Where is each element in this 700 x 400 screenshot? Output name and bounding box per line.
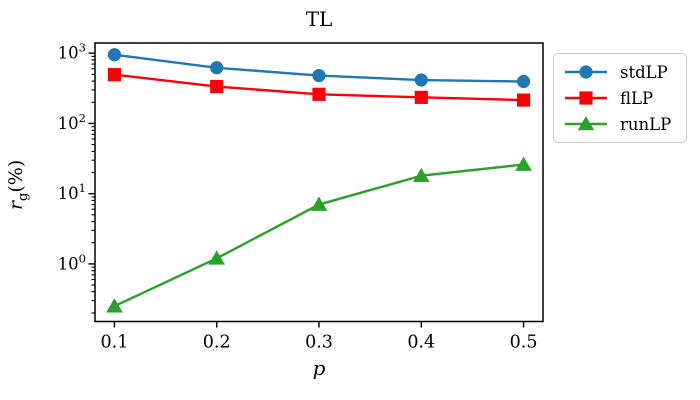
data-point-flLP xyxy=(414,90,428,104)
x-tick-label: 0.1 xyxy=(101,333,129,353)
y-axis-label: rg(%) xyxy=(5,105,31,265)
legend-item-flLP: flLP xyxy=(564,88,676,108)
data-point-stdLP xyxy=(210,61,224,75)
legend-marker-circle-icon xyxy=(565,65,607,79)
x-tick-label: 0.4 xyxy=(407,333,435,353)
data-point-runLP xyxy=(412,167,430,183)
data-point-flLP xyxy=(210,79,224,94)
legend-marker-triangle-icon xyxy=(565,116,607,131)
data-point-runLP xyxy=(515,156,532,171)
legend-label: stdLP xyxy=(620,62,668,82)
data-point-flLP xyxy=(312,87,326,101)
legend-marker-shape xyxy=(579,65,593,79)
x-axis-label: p xyxy=(312,356,326,380)
legend-item-runLP: runLP xyxy=(564,114,676,134)
series-line-runLP xyxy=(113,163,525,308)
legend-item-stdLP: stdLP xyxy=(564,62,676,82)
y-axis-label-var: r xyxy=(5,200,28,211)
x-tick-label: 0.5 xyxy=(510,333,538,353)
y-tick-label: 102 xyxy=(58,111,86,133)
x-tick-label: 0.3 xyxy=(305,333,333,353)
y-axis-label-sub: g xyxy=(15,192,31,201)
data-point-flLP xyxy=(107,68,122,82)
data-point-stdLP xyxy=(414,73,428,87)
legend-label: runLP xyxy=(620,114,672,134)
y-tick-label: 103 xyxy=(58,41,86,63)
data-point-stdLP xyxy=(107,48,122,62)
x-tick-label: 0.2 xyxy=(203,333,231,353)
legend-label: flLP xyxy=(620,88,654,108)
data-point-runLP xyxy=(106,298,123,313)
y-tick-label: 101 xyxy=(58,181,86,203)
chart-title: TL xyxy=(305,7,333,31)
legend-marker-shape xyxy=(577,116,595,131)
legend-marker-shape xyxy=(579,91,593,105)
y-tick-label: 100 xyxy=(58,251,86,273)
legend-marker-square-icon xyxy=(565,91,607,105)
data-point-stdLP xyxy=(312,68,326,83)
legend: stdLP flLP runLP xyxy=(553,53,687,143)
data-point-stdLP xyxy=(516,74,531,89)
plot-border xyxy=(94,42,544,323)
data-point-runLP xyxy=(310,196,328,211)
data-point-runLP xyxy=(208,250,226,265)
data-point-flLP xyxy=(516,93,531,107)
y-axis-label-suffix: (%) xyxy=(5,159,28,193)
